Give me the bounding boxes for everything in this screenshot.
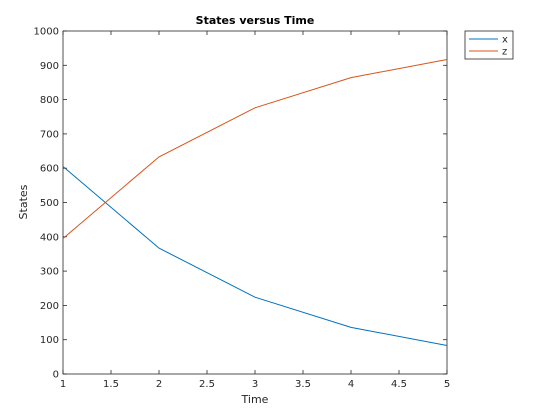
x-tick-label: 4.5 — [391, 379, 407, 390]
x-axis-label: Time — [241, 393, 269, 406]
y-tick-label: 200 — [40, 301, 59, 312]
series-layer — [62, 58, 448, 347]
legend-label-z: z — [502, 47, 507, 58]
series-line-x — [62, 166, 448, 347]
y-tick-label: 100 — [40, 335, 59, 346]
y-tick-label: 600 — [40, 164, 59, 175]
x-tick-label: 3.5 — [295, 379, 311, 390]
legend: xz — [464, 30, 514, 60]
x-tick-label: 2.5 — [199, 379, 215, 390]
y-tick-label: 0 — [53, 370, 59, 381]
legend-box — [464, 30, 514, 60]
legend-label-x: x — [502, 35, 508, 46]
series-line-z — [62, 58, 448, 239]
y-tick-label: 900 — [40, 61, 59, 72]
y-tick-label: 300 — [40, 267, 59, 278]
plot-area — [62, 30, 448, 375]
y-tick-label: 700 — [40, 129, 59, 140]
x-tick-label: 1.5 — [103, 379, 119, 390]
y-tick-label: 1000 — [34, 27, 59, 38]
x-tick-label: 4 — [348, 379, 354, 390]
axis-ticks: 1 1.5 2 2.5 3 3.5 4 4.5 5 0 100 200 300 400 500 600 700 8… — [34, 27, 451, 391]
y-tick-label: 500 — [40, 198, 59, 209]
chart-title: States versus Time — [196, 14, 315, 27]
y-tick-label: 400 — [40, 232, 59, 243]
y-axis-label: States — [17, 184, 30, 219]
x-tick-label: 5 — [444, 379, 450, 390]
y-tick-label: 800 — [40, 95, 59, 106]
x-tick-label: 3 — [252, 379, 258, 390]
x-tick-label: 2 — [156, 379, 162, 390]
x-tick-label: 1 — [60, 379, 66, 390]
